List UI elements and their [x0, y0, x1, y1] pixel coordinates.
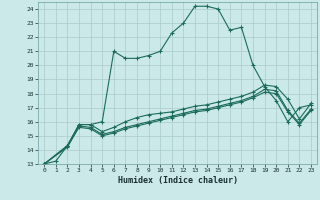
X-axis label: Humidex (Indice chaleur): Humidex (Indice chaleur)	[118, 176, 238, 185]
